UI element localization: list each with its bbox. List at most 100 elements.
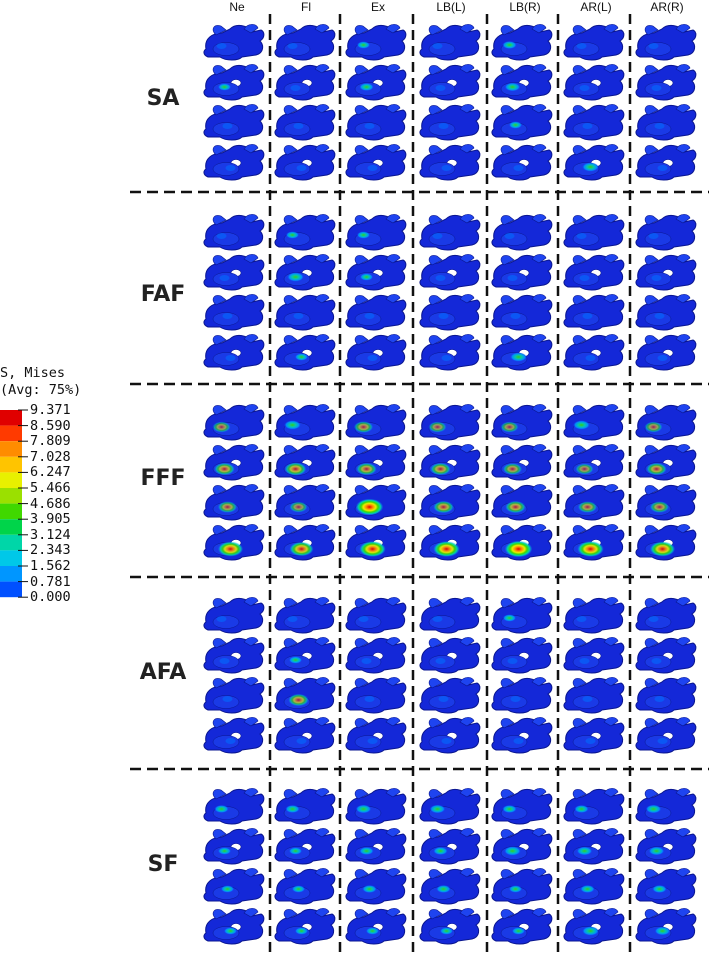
- legend-band: [0, 519, 22, 535]
- legend-band: [0, 425, 22, 442]
- vertebra-model: [491, 677, 553, 714]
- vertebra-model: [345, 788, 407, 825]
- vertebra-model: [635, 64, 697, 101]
- vertebra-model: [274, 484, 336, 521]
- vertebra-model: [491, 717, 553, 754]
- vertebra-model: [203, 597, 265, 634]
- vertebra-model: [345, 637, 407, 674]
- vertebra-model: [635, 788, 697, 825]
- vertebra-model: [419, 788, 481, 825]
- vertebra-model: [203, 677, 265, 714]
- vertebra-model: [635, 294, 697, 331]
- vertebra-model: [491, 104, 553, 141]
- vertebra-model: [419, 214, 481, 251]
- vertebra-model: [274, 597, 336, 634]
- vertebra-model: [563, 444, 625, 481]
- vertebra-model: [274, 908, 336, 945]
- vertebra-model: [274, 144, 336, 181]
- vertebra-model: [274, 788, 336, 825]
- vertebra-model: [491, 144, 553, 181]
- vertebra-model: [203, 104, 265, 141]
- legend-band: [0, 456, 22, 473]
- vertebra-model: [563, 484, 625, 521]
- vertebra-model: [563, 597, 625, 634]
- vertebra-model: [274, 717, 336, 754]
- vertebra-model: [563, 788, 625, 825]
- vertebra-model: [563, 908, 625, 945]
- vertebra-model: [274, 294, 336, 331]
- vertebra-model: [345, 214, 407, 251]
- vertebra-model: [345, 868, 407, 905]
- vertebra-model: [274, 677, 336, 714]
- column-header-ne: Ne: [229, 0, 245, 14]
- vertebra-model: [203, 404, 265, 441]
- vertebra-model: [635, 144, 697, 181]
- vertebra-model: [491, 404, 553, 441]
- vertebra-model: [419, 334, 481, 371]
- vertebra-model: [491, 637, 553, 674]
- legend-value-label: 9.371: [30, 402, 71, 418]
- vertebra-model: [274, 334, 336, 371]
- legend-value-label: 0.781: [30, 573, 71, 590]
- vertebra-model: [345, 484, 407, 521]
- vertebra-model: [419, 24, 481, 61]
- vertebra-model: [419, 294, 481, 331]
- vertebra-model: [419, 828, 481, 865]
- vertebra-model: [635, 444, 697, 481]
- vertebra-model: [563, 214, 625, 251]
- legend-band: [0, 566, 22, 582]
- column-header-ex: Ex: [370, 0, 385, 14]
- vertebra-model: [491, 24, 553, 61]
- legend-band: [0, 550, 22, 566]
- vertebra-model: [345, 144, 407, 181]
- legend-value-label: 7.028: [30, 448, 71, 465]
- column-header-fl: Fl: [301, 0, 311, 14]
- vertebra-model: [274, 637, 336, 674]
- vertebra-model: [491, 868, 553, 905]
- vertebra-model: [203, 444, 265, 481]
- vertebra-model: [419, 717, 481, 754]
- legend-value-label: 2.343: [30, 542, 71, 559]
- legend-band: [0, 488, 22, 504]
- vertebra-model: [419, 677, 481, 714]
- vertebra-model: [563, 828, 625, 865]
- vertebra-model: [345, 334, 407, 371]
- vertebra-model: [563, 64, 625, 101]
- vertebra-model: [419, 908, 481, 945]
- vertebra-model: [491, 788, 553, 825]
- vertebra-model: [635, 717, 697, 754]
- vertebra-model: [345, 677, 407, 714]
- row-label-faf: FAF: [140, 282, 186, 307]
- vertebra-model: [563, 404, 625, 441]
- vertebra-model: [345, 828, 407, 865]
- vertebra-model: [635, 104, 697, 141]
- vertebra-model: [274, 404, 336, 441]
- column-header-ar-l: AR(L): [580, 0, 612, 14]
- vertebra-model: [203, 524, 265, 561]
- vertebra-model: [563, 868, 625, 905]
- vertebra-model: [419, 104, 481, 141]
- vertebra-model: [635, 484, 697, 521]
- vertebra-model: [635, 524, 697, 561]
- vertebra-model: [635, 637, 697, 674]
- legend-value-label: 1.562: [30, 558, 71, 574]
- vertebra-model: [274, 64, 336, 101]
- vertebra-model: [203, 24, 265, 61]
- vertebra-model: [203, 294, 265, 331]
- column-header-lb-l: LB(L): [436, 0, 466, 14]
- vertebra-model: [203, 334, 265, 371]
- vertebra-model: [274, 214, 336, 251]
- row-label-fff: FFF: [140, 466, 186, 491]
- vertebra-model: [203, 717, 265, 754]
- vertebra-model: [203, 637, 265, 674]
- vertebra-model: [203, 214, 265, 251]
- vertebra-model: [635, 24, 697, 61]
- vertebra-model: [419, 484, 481, 521]
- vertebra-model: [491, 294, 553, 331]
- vertebra-model: [563, 254, 625, 291]
- legend-band: [0, 441, 22, 457]
- vertebra-model: [491, 828, 553, 865]
- vertebra-model: [419, 868, 481, 905]
- vertebra-model: [203, 908, 265, 945]
- vertebra-model: [635, 597, 697, 634]
